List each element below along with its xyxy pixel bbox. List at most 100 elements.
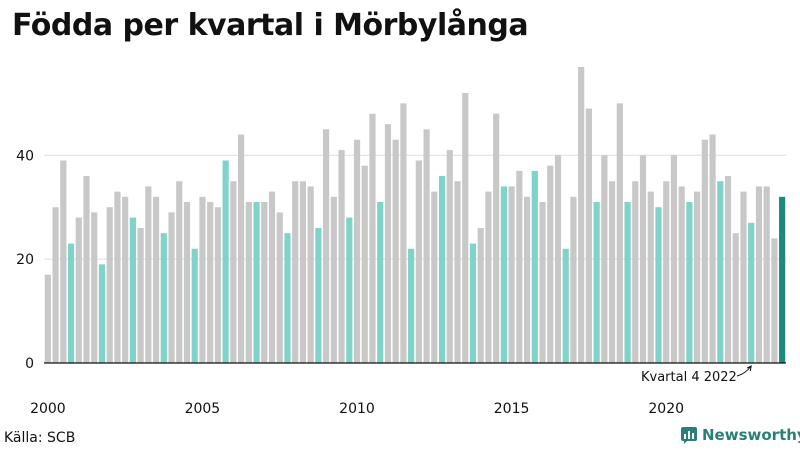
bar bbox=[771, 238, 778, 363]
y-tick-label: 40 bbox=[16, 148, 34, 164]
bar bbox=[268, 191, 276, 363]
newsworthy-logo-icon bbox=[681, 427, 697, 444]
bar bbox=[176, 181, 183, 363]
bar bbox=[392, 139, 399, 363]
bar bbox=[384, 124, 392, 364]
bars bbox=[44, 67, 786, 364]
bar bbox=[624, 202, 631, 363]
bar bbox=[346, 217, 353, 363]
bar bbox=[678, 186, 685, 363]
x-tick-label: 2015 bbox=[494, 401, 530, 417]
bar bbox=[523, 196, 531, 363]
bar bbox=[686, 202, 693, 363]
bar bbox=[508, 186, 515, 363]
bar bbox=[454, 181, 461, 363]
bar bbox=[469, 243, 477, 363]
bar bbox=[763, 186, 770, 363]
bar bbox=[732, 233, 739, 363]
bar bbox=[299, 181, 307, 363]
bar bbox=[52, 207, 59, 363]
brand-logo: Newsworthy bbox=[680, 426, 800, 444]
bar bbox=[500, 186, 507, 363]
bar bbox=[740, 191, 747, 363]
bar bbox=[129, 217, 136, 363]
bar bbox=[160, 233, 167, 363]
source-label: Källa: SCB bbox=[4, 430, 76, 446]
bar bbox=[60, 160, 67, 363]
bar bbox=[601, 155, 608, 363]
y-tick-label: 20 bbox=[16, 252, 34, 268]
bar bbox=[44, 274, 51, 363]
bar bbox=[462, 92, 469, 364]
bar bbox=[709, 134, 716, 363]
annotation: Kvartal 4 2022 bbox=[641, 365, 752, 385]
bar bbox=[199, 196, 206, 363]
bar bbox=[748, 222, 755, 363]
brand-name: Newsworthy bbox=[702, 426, 800, 444]
bar bbox=[701, 139, 708, 363]
bar bbox=[292, 181, 299, 363]
bar bbox=[145, 186, 152, 363]
bar bbox=[114, 191, 121, 363]
bar bbox=[431, 191, 438, 363]
bar bbox=[106, 207, 113, 363]
x-tick-label: 2005 bbox=[185, 401, 221, 417]
bar bbox=[377, 202, 384, 363]
bar bbox=[207, 202, 214, 363]
bar bbox=[245, 202, 252, 363]
bar bbox=[400, 103, 407, 363]
bar bbox=[323, 129, 330, 363]
bar bbox=[276, 212, 283, 363]
bar bbox=[663, 181, 670, 363]
bar bbox=[477, 227, 484, 363]
grid-lines bbox=[44, 154, 786, 260]
bar bbox=[261, 202, 268, 363]
bar bbox=[191, 248, 198, 363]
x-tick-label: 2010 bbox=[339, 401, 375, 417]
annotation-label: Kvartal 4 2022 bbox=[641, 370, 737, 385]
bar bbox=[315, 227, 322, 363]
bar bbox=[694, 191, 701, 363]
bar bbox=[655, 207, 662, 363]
bar bbox=[755, 186, 763, 363]
bar bbox=[338, 150, 345, 363]
bar bbox=[137, 227, 144, 363]
bar bbox=[779, 196, 786, 363]
bar bbox=[585, 108, 592, 363]
x-tick-label: 2000 bbox=[30, 401, 66, 417]
bar bbox=[570, 196, 577, 363]
bar bbox=[183, 202, 191, 363]
bar bbox=[547, 165, 554, 363]
bar bbox=[152, 196, 160, 363]
bar bbox=[578, 67, 585, 363]
bar bbox=[415, 160, 422, 363]
bar bbox=[214, 207, 221, 363]
bar bbox=[670, 155, 678, 363]
y-tick-label: 0 bbox=[25, 356, 34, 372]
x-tick-label: 2020 bbox=[648, 401, 684, 417]
bar bbox=[253, 202, 260, 363]
bar bbox=[238, 134, 245, 363]
bar bbox=[493, 113, 500, 364]
bar bbox=[307, 186, 314, 363]
bar bbox=[531, 170, 538, 363]
bar bbox=[539, 202, 546, 363]
bar bbox=[330, 196, 337, 363]
chart-title: Födda per kvartal i Mörbylånga bbox=[12, 8, 529, 43]
bar bbox=[616, 103, 623, 363]
bar bbox=[75, 217, 82, 363]
bar bbox=[632, 181, 639, 363]
bar bbox=[222, 160, 229, 363]
annotation-arrow bbox=[736, 365, 752, 377]
bar bbox=[446, 150, 453, 363]
bar bbox=[717, 181, 724, 363]
bar bbox=[91, 212, 98, 363]
bar bbox=[369, 113, 376, 364]
bar bbox=[83, 176, 90, 363]
bar bbox=[284, 233, 291, 363]
bar bbox=[647, 191, 654, 363]
bar bbox=[353, 139, 361, 363]
axes: 0 20 40 2000 2005 2010 2015 2020 bbox=[16, 148, 786, 417]
bar bbox=[639, 155, 647, 363]
